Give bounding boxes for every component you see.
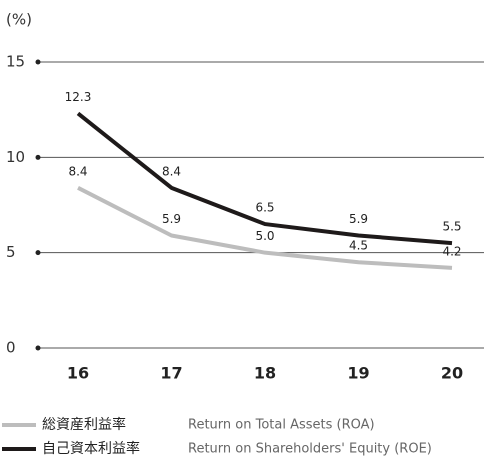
data-label: 5.9 [162,212,181,226]
data-label: 8.4 [162,164,181,178]
data-label: 5.5 [442,220,461,234]
y-axis-label: (%) [6,11,32,29]
data-label: 4.2 [442,244,461,258]
data-label: 5.0 [255,229,274,243]
y-tick-label: 0 [6,339,16,357]
series-line [77,186,453,270]
data-label: 8.4 [68,164,87,178]
y-tick-label: 15 [6,53,25,71]
legend-label: 自己資本利益率 [42,440,140,457]
tick-dot [35,59,41,65]
y-tick-label: 5 [6,243,16,261]
data-label: 6.5 [255,201,274,215]
y-tick-label: 10 [6,148,25,166]
x-tick-label: 17 [160,364,182,383]
legend-description: Return on Total Assets (ROA) [188,418,375,433]
series-line [76,111,453,246]
data-label: 4.5 [349,239,368,253]
x-tick-label: 19 [347,364,369,383]
tick-dot [35,154,41,160]
x-tick-label: 16 [67,364,89,383]
x-tick-label: 20 [441,364,463,383]
tick-dot [35,345,41,351]
legend-description: Return on Shareholders' Equity (ROE) [188,442,432,457]
legend-label: 総資産利益率 [42,416,126,433]
data-label: 5.9 [349,212,368,226]
tick-dot [35,250,41,256]
x-tick-label: 18 [254,364,276,383]
data-label: 12.3 [65,90,92,104]
